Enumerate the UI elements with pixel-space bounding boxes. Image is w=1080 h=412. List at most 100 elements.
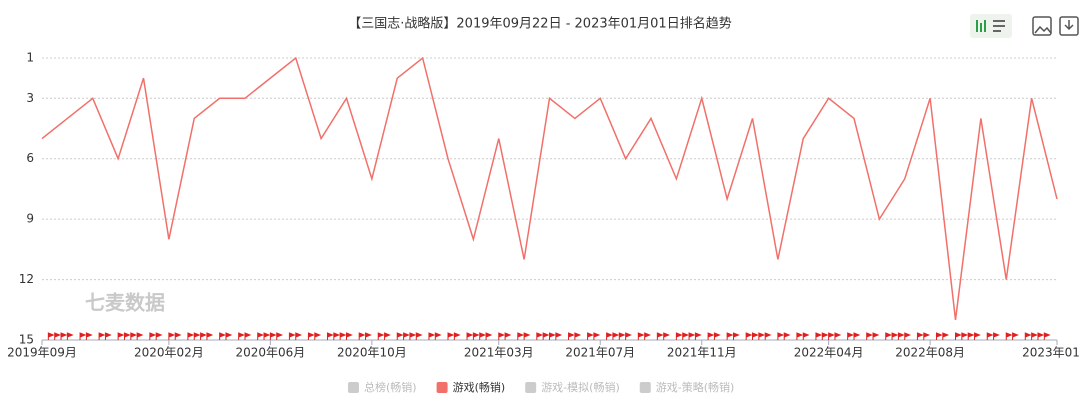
flag-icon [796, 332, 804, 340]
flag-icon [149, 332, 157, 340]
flag-icon [409, 332, 417, 340]
flag-icon [219, 332, 226, 340]
flag-icon [98, 332, 106, 340]
flag-icon [1024, 332, 1032, 340]
flag-icon [897, 332, 905, 340]
flag-icon [815, 332, 823, 340]
flag-icon [307, 332, 315, 340]
flag-icon [384, 332, 391, 340]
legend-swatch[interactable] [639, 382, 651, 393]
download-icon[interactable] [1059, 16, 1079, 36]
x-tick-label: 2020年10月 [337, 346, 407, 360]
x-tick-label: 2021年03月 [464, 346, 534, 360]
flag-icon [1012, 332, 1019, 340]
flag-icon [333, 332, 341, 340]
image-icon[interactable] [1032, 16, 1052, 36]
flag-icon [834, 332, 842, 340]
flag-icon [1031, 332, 1038, 340]
flag-icon [47, 332, 55, 340]
legend-swatch[interactable] [436, 382, 448, 393]
flag-icon [257, 332, 265, 340]
legend-swatch[interactable] [525, 382, 537, 393]
legend-label[interactable]: 游戏(畅销) [453, 380, 506, 394]
download-glyph [1064, 20, 1074, 31]
flag-icon [365, 332, 372, 340]
flag-icon [694, 332, 702, 340]
flag-icon [238, 332, 246, 340]
flag-icon [707, 332, 715, 340]
flag-icon [168, 332, 176, 340]
flag-icon [339, 332, 347, 340]
list-icon [993, 20, 1005, 32]
flag-icon [663, 332, 671, 340]
flag-icon [346, 332, 353, 340]
flag-icon [66, 332, 74, 340]
bar-icon [976, 20, 986, 32]
flag-icon [682, 332, 690, 340]
flag-icon [764, 332, 772, 340]
flag-icon [986, 332, 994, 340]
flag-icon [549, 332, 556, 340]
flag-icon [904, 332, 912, 340]
flag-icon [637, 332, 645, 340]
flag-icon [453, 332, 461, 340]
flag-icon [618, 332, 626, 340]
flag-icon [612, 332, 620, 340]
flag-icon [587, 332, 594, 340]
image-glyph [1034, 25, 1052, 34]
flag-icon [244, 332, 252, 340]
toolbar [970, 14, 1079, 38]
watermark: 七麦数据 [85, 291, 165, 315]
flag-icon [225, 332, 233, 340]
flag-icon [593, 332, 601, 340]
flag-icon [123, 332, 131, 340]
x-tick-label: 2022年04月 [794, 346, 864, 360]
legend-label[interactable]: 总榜(畅销) [364, 380, 417, 394]
flag-icon [415, 332, 423, 340]
flag-icon [872, 332, 880, 340]
flag-icon [358, 332, 366, 340]
flag-icon [1037, 332, 1045, 340]
flag-icon [644, 332, 652, 340]
flag-icon [434, 332, 442, 340]
flag-icon [428, 332, 436, 340]
flag-icon [1043, 332, 1051, 340]
flag-icon [523, 332, 531, 340]
y-tick-label: 12 [19, 272, 34, 286]
flag-icon [656, 332, 664, 340]
flag-icon [536, 332, 544, 340]
flag-icon [377, 332, 385, 340]
flag-icon [314, 332, 322, 340]
flag-icon [625, 332, 632, 340]
flag-icon [504, 332, 512, 340]
flag-icon [942, 332, 950, 340]
flag-icon [752, 332, 759, 340]
chart-title: 【三国志·战略版】2019年09月22日 - 2023年01月01日排名趋势 [348, 16, 731, 32]
legend-swatch[interactable] [348, 382, 359, 393]
y-tick-label: 15 [19, 333, 34, 347]
flag-icon [269, 332, 277, 340]
flag-icon [847, 332, 855, 340]
flag-icon [726, 332, 734, 340]
flag-icon [117, 332, 125, 340]
flag-icon [79, 332, 87, 340]
flag-icon [961, 332, 969, 340]
flag-icon [828, 332, 835, 340]
flag-icon [85, 332, 93, 340]
flag-icon [777, 332, 785, 340]
flag-icon [732, 332, 740, 340]
flag-icon [885, 332, 893, 340]
legend-label[interactable]: 游戏-策略(畅销) [656, 380, 735, 394]
flag-icon [193, 332, 201, 340]
flag-icon [447, 332, 455, 340]
flag-icon [675, 332, 683, 340]
legend-label[interactable]: 游戏-模拟(畅销) [541, 380, 620, 394]
flag-icon [935, 332, 943, 340]
flag-icon [263, 332, 271, 340]
flag-icon [758, 332, 766, 340]
flag-icon [916, 332, 924, 340]
flag-icon [396, 332, 404, 340]
flag-icon [288, 332, 296, 340]
flag-icon [967, 332, 975, 340]
